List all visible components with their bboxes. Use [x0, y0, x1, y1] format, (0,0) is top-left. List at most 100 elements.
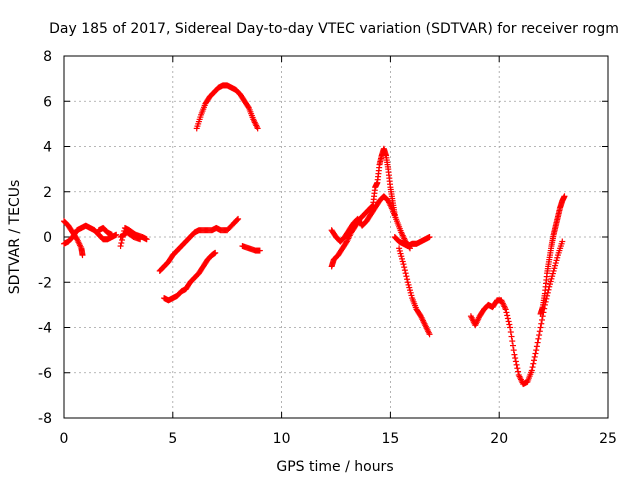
data-point — [235, 215, 242, 222]
data-point — [536, 332, 543, 339]
data-point — [511, 351, 518, 358]
y-tick-label: 2 — [43, 185, 52, 201]
x-tick-label: 20 — [490, 431, 508, 447]
data-point — [510, 347, 517, 354]
data-point — [512, 355, 519, 362]
data-point — [550, 267, 557, 274]
data-point — [531, 353, 538, 360]
y-tick-label: 0 — [43, 230, 52, 246]
data-point — [547, 278, 554, 285]
data-point — [426, 331, 433, 338]
y-tick-labels: -8 -6 -4 -2 0 2 4 6 8 — [38, 49, 52, 427]
data-point — [536, 328, 543, 335]
data-point — [397, 250, 404, 257]
data-point — [538, 320, 545, 327]
chart-title: Day 185 of 2017, Sidereal Day-to-day VTE… — [49, 21, 619, 37]
data-point — [505, 318, 512, 325]
data-point — [559, 238, 566, 245]
y-tick-label: -6 — [38, 366, 52, 382]
data-point — [400, 261, 407, 268]
y-tick-label: -2 — [38, 275, 52, 291]
data-point — [548, 275, 555, 282]
data-point — [530, 360, 537, 367]
data-point — [538, 316, 545, 323]
data-points — [61, 82, 568, 388]
x-axis-label: GPS time / hours — [276, 459, 393, 475]
data-point — [404, 279, 411, 286]
data-point — [117, 243, 124, 250]
data-point — [528, 367, 535, 374]
data-point — [531, 357, 538, 364]
x-tick-labels: 0 5 10 15 20 25 — [60, 431, 617, 447]
data-point — [509, 342, 516, 349]
data-point — [551, 265, 558, 272]
data-point — [534, 339, 541, 346]
data-point — [407, 289, 414, 296]
data-point — [552, 260, 559, 267]
data-point — [401, 264, 408, 271]
data-point — [549, 273, 556, 280]
data-point — [399, 258, 406, 265]
data-point — [143, 236, 150, 243]
data-point — [408, 292, 415, 299]
data-point — [506, 321, 513, 328]
data-point — [396, 247, 403, 254]
data-point — [79, 252, 86, 259]
data-point — [554, 254, 561, 261]
data-point — [256, 247, 263, 254]
data-point — [399, 255, 406, 262]
data-point — [529, 364, 536, 371]
data-point — [507, 324, 514, 331]
data-point — [553, 257, 560, 264]
data-point — [503, 309, 510, 316]
data-point — [254, 125, 261, 132]
data-point — [426, 234, 433, 240]
x-tick-label: 25 — [599, 431, 617, 447]
data-point — [515, 368, 522, 375]
data-point — [512, 358, 519, 365]
data-point — [507, 329, 514, 336]
ticks — [63, 55, 609, 419]
x-tick-label: 5 — [168, 431, 177, 447]
y-tick-label: 8 — [43, 49, 52, 65]
data-point — [403, 273, 410, 280]
y-tick-label: -4 — [38, 321, 52, 337]
x-tick-label: 0 — [60, 431, 69, 447]
data-point — [509, 338, 516, 345]
data-point — [513, 361, 520, 368]
data-point — [404, 276, 411, 283]
data-point — [398, 253, 405, 260]
data-point — [546, 281, 553, 288]
data-point — [504, 312, 511, 319]
data-point — [406, 287, 413, 294]
data-point — [396, 245, 403, 252]
data-point — [402, 270, 409, 277]
data-point — [552, 262, 559, 269]
data-point — [533, 343, 540, 350]
data-point — [549, 270, 556, 277]
x-tick-label: 15 — [381, 431, 399, 447]
data-point — [504, 315, 511, 322]
data-point — [533, 347, 540, 354]
x-tick-label: 10 — [273, 431, 291, 447]
data-point — [561, 193, 568, 200]
y-axis-label: SDTVAR / TECUs — [7, 180, 23, 295]
data-point — [118, 240, 125, 247]
y-tick-label: -8 — [38, 411, 52, 427]
data-point — [535, 335, 542, 342]
data-point — [245, 103, 252, 110]
data-point — [405, 281, 412, 288]
data-point — [108, 231, 115, 238]
data-point — [537, 324, 544, 331]
data-point — [514, 365, 521, 372]
data-point — [508, 333, 515, 340]
data-point — [502, 306, 509, 313]
data-point — [212, 249, 219, 256]
data-point — [234, 216, 241, 223]
data-point — [401, 267, 408, 274]
y-tick-label: 4 — [43, 140, 52, 156]
data-point — [532, 350, 539, 357]
data-point — [406, 284, 413, 291]
